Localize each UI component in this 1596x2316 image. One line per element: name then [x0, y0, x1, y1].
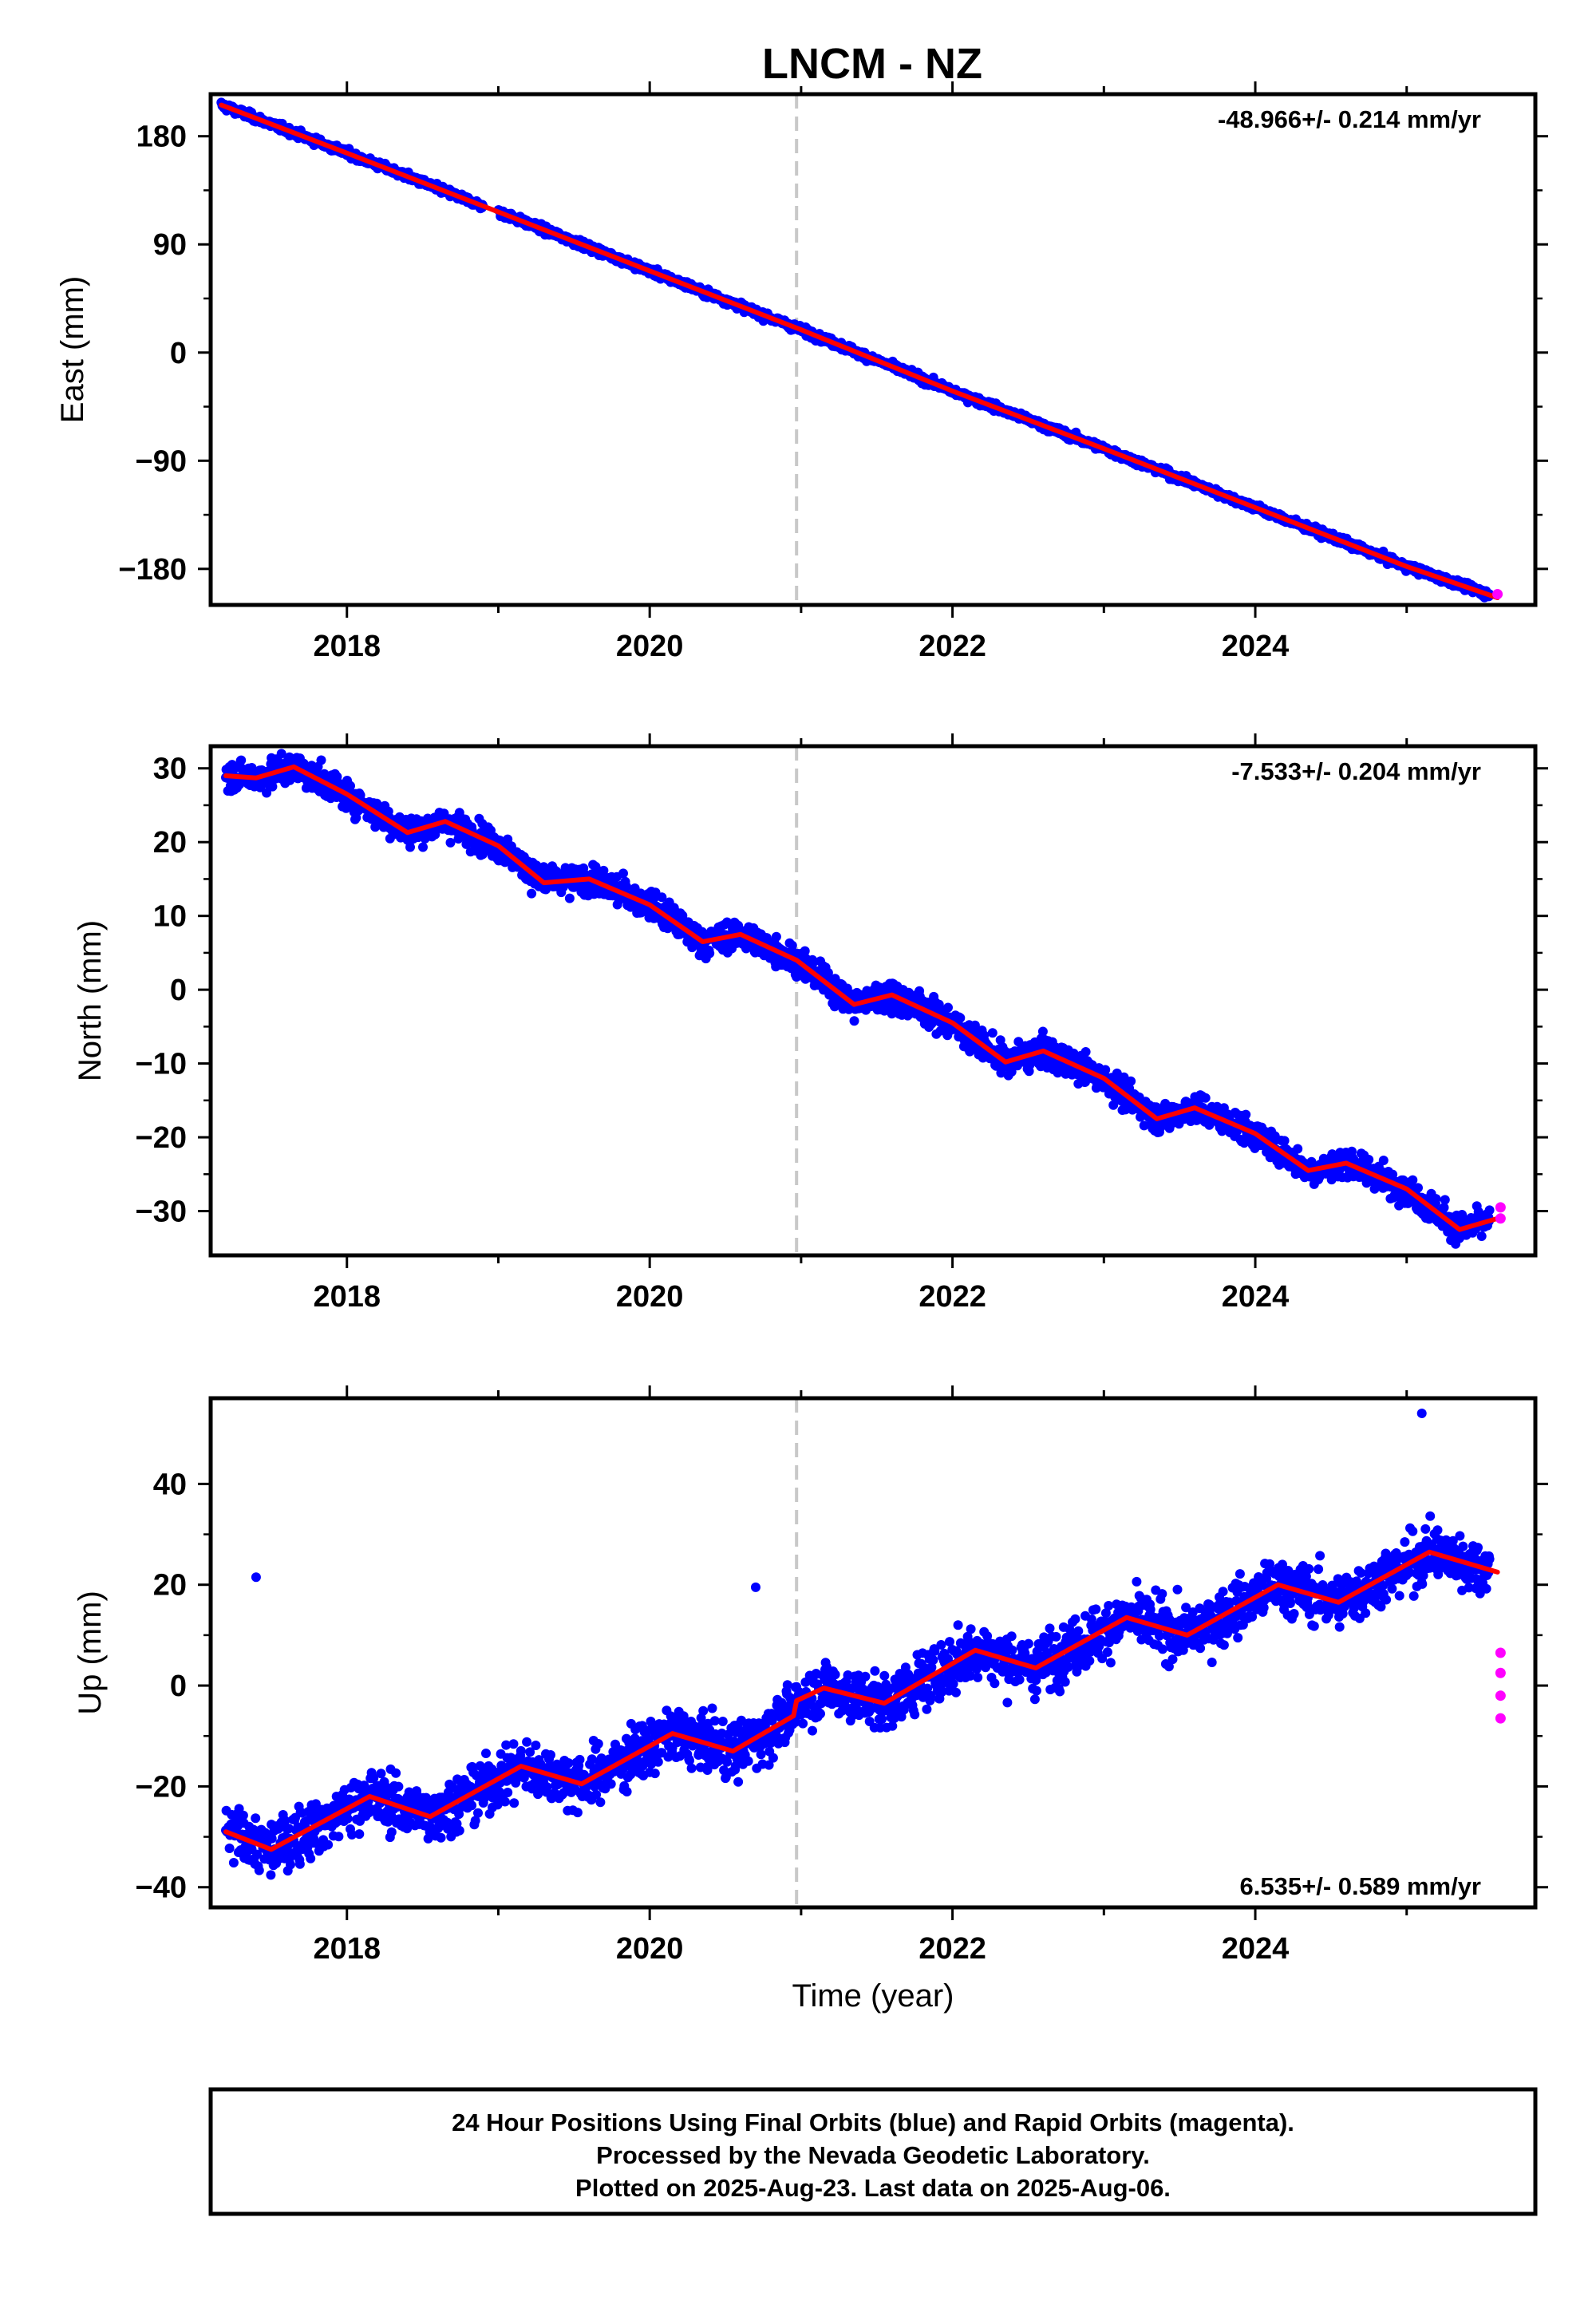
y-tick-label: 10 — [153, 900, 187, 934]
data-point — [254, 1865, 264, 1875]
data-point — [1440, 1195, 1450, 1205]
y-tick-label: −30 — [136, 1196, 187, 1229]
rate-label: -7.533+/- 0.204 mm/yr — [1231, 757, 1481, 785]
y-tick-label: −10 — [136, 1048, 187, 1081]
data-point — [286, 1860, 295, 1870]
data-point — [943, 1002, 953, 1013]
x-tick-label: 2022 — [918, 630, 986, 663]
y-tick-label: −180 — [118, 553, 187, 587]
x-tick-label: 2024 — [1222, 1280, 1290, 1314]
x-tick-label: 2024 — [1222, 630, 1290, 663]
rapid-orbit-point — [1495, 1202, 1506, 1213]
data-point — [705, 948, 715, 958]
data-point — [1378, 1156, 1389, 1165]
data-point — [224, 1844, 235, 1853]
data-point — [236, 755, 247, 765]
data-point — [849, 1016, 859, 1026]
data-point — [267, 781, 278, 792]
data-point — [527, 888, 537, 899]
y-axis-label: East (mm) — [55, 276, 90, 423]
x-tick-label: 2022 — [918, 1280, 986, 1314]
figure-title: LNCM - NZ — [762, 40, 982, 88]
y-tick-label: −20 — [136, 1121, 187, 1155]
y-tick-label: 0 — [170, 974, 187, 1007]
x-tick-label: 2020 — [616, 1280, 684, 1314]
y-tick-label: 20 — [153, 826, 187, 860]
rapid-orbit-point — [1495, 1213, 1506, 1224]
y-tick-label: 90 — [153, 228, 187, 262]
data-point — [618, 868, 628, 879]
y-tick-label: 30 — [153, 753, 187, 786]
data-point — [1080, 1047, 1091, 1057]
y-tick-label: −90 — [136, 445, 187, 478]
x-tick-label: 2020 — [616, 630, 684, 663]
data-point — [247, 763, 257, 773]
data-point — [228, 1858, 239, 1867]
x-tick-label: 2018 — [313, 630, 381, 663]
model-fit-line — [219, 102, 1500, 600]
data-point — [262, 788, 272, 798]
panels: 2018 2020 2022 2024 180 90 0 −90 −180 East (mm) -4… — [55, 81, 1548, 2014]
data-point — [1200, 1093, 1211, 1103]
data-point — [771, 931, 781, 942]
data-point — [1279, 1136, 1290, 1146]
data-point — [1408, 1175, 1418, 1185]
panel-1: 2018 2020 2022 2024 180 90 0 −90 −180 East (mm) -4… — [55, 81, 1548, 663]
data-point — [251, 1813, 261, 1824]
data-point — [1293, 1144, 1303, 1154]
plot-frame — [208, 92, 1538, 607]
data-point — [1431, 1194, 1441, 1204]
data-point — [1413, 1183, 1423, 1193]
data-point — [1037, 1026, 1048, 1037]
data-point — [298, 758, 309, 769]
data-point — [564, 893, 575, 903]
data-point — [316, 755, 326, 765]
y-tick-label: 180 — [136, 121, 187, 154]
data-point — [276, 749, 286, 759]
data-point — [266, 1870, 276, 1880]
x-tick-label: 2018 — [313, 1280, 381, 1314]
rate-label: -48.966+/- 0.214 mm/yr — [1218, 105, 1481, 133]
rapid-orbit-point — [1492, 588, 1503, 599]
data-point — [1241, 1109, 1251, 1120]
data-point — [1364, 1155, 1374, 1164]
panel-2: 2018 2020 2022 2024 30 20 10 0 −10 −20 −30 North (m… — [73, 733, 1548, 1314]
data-point — [1484, 1205, 1495, 1215]
data-point — [987, 1028, 998, 1038]
data-point — [955, 1013, 966, 1023]
data-point — [1476, 1231, 1487, 1241]
y-tick-label: 0 — [170, 337, 187, 370]
y-axis-label: North (mm) — [73, 920, 108, 1081]
data-point — [1126, 1076, 1136, 1086]
data-point — [418, 842, 428, 852]
